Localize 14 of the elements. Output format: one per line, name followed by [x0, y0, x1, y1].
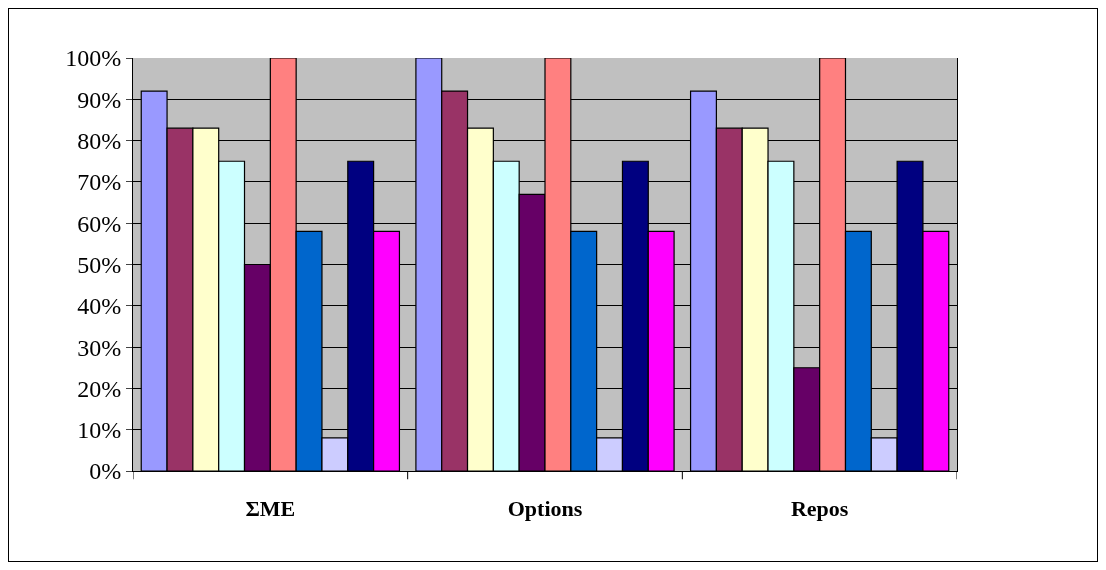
y-tick-label: 30%	[77, 334, 122, 361]
y-tick-label: 10%	[77, 417, 122, 444]
y-tick-label: 40%	[77, 293, 122, 320]
y-tick-label: 20%	[77, 375, 122, 402]
x-tick-label: Repos	[790, 496, 849, 522]
y-tick-label: 80%	[77, 128, 122, 154]
y-tick-label: 60%	[77, 210, 122, 237]
x-tick-label: ΣΜΕ	[245, 496, 296, 522]
y-tick-label: 100%	[65, 45, 122, 72]
y-tick-label: 50%	[77, 251, 122, 278]
y-tick-label: 0%	[89, 458, 122, 485]
y-tick-label: 90%	[77, 86, 122, 113]
y-tick-label: 70%	[77, 169, 122, 196]
x-tick-label: Options	[507, 496, 583, 522]
